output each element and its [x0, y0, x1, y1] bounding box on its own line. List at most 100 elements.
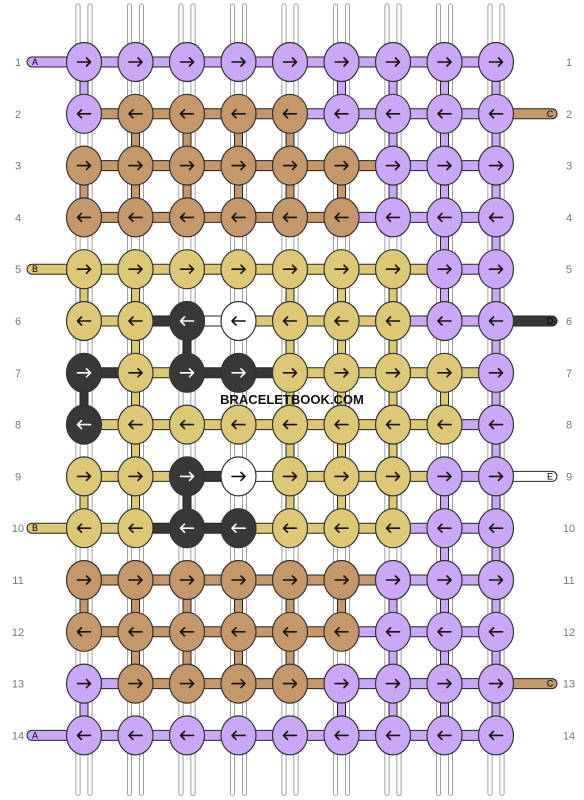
arrow-right-icon — [334, 57, 349, 67]
arrow-right-icon — [76, 57, 92, 67]
row-label-left: 3 — [15, 161, 21, 173]
arrow-right-icon — [437, 368, 452, 378]
knot — [323, 508, 360, 549]
knot — [220, 559, 257, 601]
row-label-right: 12 — [563, 627, 575, 639]
knot — [477, 715, 515, 756]
knot — [426, 197, 463, 238]
knot — [323, 41, 360, 83]
knot — [271, 352, 309, 393]
arrow-right-icon — [76, 368, 92, 378]
knot — [117, 93, 154, 134]
knot — [426, 352, 463, 393]
knot — [374, 663, 412, 704]
knot — [168, 611, 206, 652]
arrow-left-icon — [282, 316, 298, 326]
knot — [426, 456, 463, 497]
arrow-left-icon — [437, 109, 452, 119]
row-label-left: 12 — [12, 627, 24, 639]
arrow-right-icon — [76, 575, 92, 585]
arrow-right-icon — [128, 57, 143, 67]
knot — [220, 456, 257, 497]
arrow-left-icon — [76, 109, 92, 119]
knot — [323, 663, 360, 704]
arrow-left-icon — [437, 523, 452, 533]
row-label-right: 5 — [566, 264, 572, 276]
arrow-left-icon — [128, 523, 143, 533]
knot — [220, 93, 257, 134]
arrow-right-icon — [76, 471, 92, 482]
arrow-right-icon — [437, 575, 452, 585]
arrow-right-icon — [385, 575, 401, 585]
arrow-right-icon — [179, 368, 195, 378]
arrow-right-icon — [128, 575, 143, 585]
row-label-right: 14 — [563, 730, 575, 742]
knot — [374, 249, 412, 290]
knot — [374, 456, 412, 497]
knot — [220, 197, 257, 238]
knot — [117, 352, 154, 393]
knot — [271, 93, 309, 134]
knot — [65, 93, 103, 134]
knot — [271, 197, 309, 238]
arrow-left-icon — [282, 212, 298, 223]
knot — [271, 456, 309, 497]
knot — [117, 456, 154, 497]
arrow-left-icon — [385, 523, 401, 533]
knot — [374, 715, 412, 756]
arrow-right-icon — [488, 471, 504, 482]
knot — [65, 611, 103, 652]
knot — [374, 559, 412, 601]
arrow-left-icon — [76, 316, 92, 326]
knot — [374, 145, 412, 186]
arrow-left-icon — [128, 419, 143, 430]
thread-stub-letter: B — [32, 523, 38, 533]
arrow-left-icon — [128, 627, 143, 637]
arrow-left-icon — [334, 523, 349, 533]
knots — [65, 41, 515, 756]
arrow-left-icon — [179, 212, 195, 223]
arrow-right-icon — [437, 678, 452, 689]
knot — [220, 300, 257, 342]
row-label-left: 9 — [15, 471, 21, 483]
arrow-right-icon — [128, 160, 143, 171]
row-label-right: 4 — [566, 212, 572, 224]
knot — [65, 663, 103, 704]
arrow-right-icon — [488, 368, 504, 378]
knot — [374, 93, 412, 134]
arrow-right-icon — [282, 368, 298, 378]
knot — [65, 404, 103, 445]
arrow-left-icon — [488, 109, 504, 119]
knot — [477, 508, 515, 549]
knot — [477, 197, 515, 238]
arrow-right-icon — [76, 160, 92, 171]
arrow-left-icon — [334, 730, 349, 741]
knot — [271, 611, 309, 652]
knot — [117, 508, 154, 549]
knot — [323, 93, 360, 134]
arrow-left-icon — [282, 523, 298, 533]
knot — [117, 249, 154, 290]
knot — [271, 300, 309, 342]
arrow-right-icon — [179, 575, 195, 585]
knot — [65, 300, 103, 342]
knot — [271, 41, 309, 83]
knot — [477, 404, 515, 445]
arrow-left-icon — [488, 730, 504, 741]
knot — [168, 508, 206, 549]
knot — [220, 508, 257, 549]
arrow-right-icon — [437, 160, 452, 171]
arrow-right-icon — [334, 575, 349, 585]
knot — [426, 663, 463, 704]
knot — [271, 508, 309, 549]
knot — [168, 404, 206, 445]
knot — [220, 404, 257, 445]
arrow-right-icon — [334, 368, 349, 378]
knot — [426, 249, 463, 290]
arrow-left-icon — [437, 316, 452, 326]
arrow-left-icon — [437, 627, 452, 637]
arrow-right-icon — [231, 368, 246, 378]
knot — [426, 611, 463, 652]
knot — [323, 715, 360, 756]
knot — [220, 145, 257, 186]
